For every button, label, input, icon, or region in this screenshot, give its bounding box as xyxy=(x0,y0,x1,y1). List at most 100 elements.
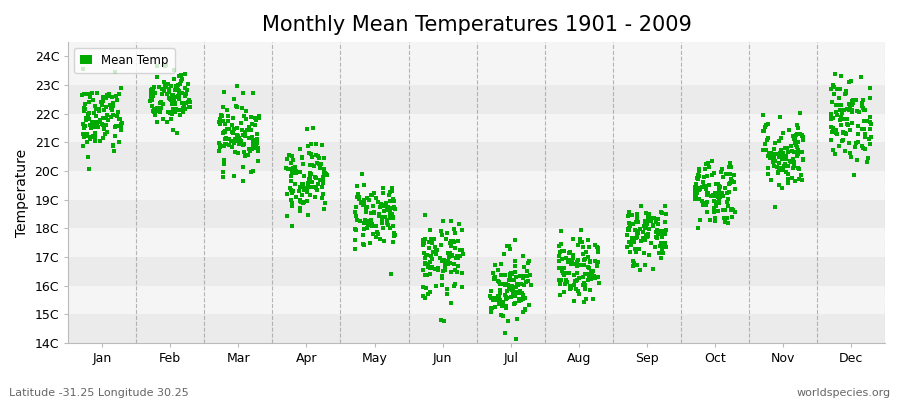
Point xyxy=(488,262,502,268)
Point xyxy=(168,107,183,113)
Point xyxy=(112,90,126,97)
Point xyxy=(215,130,230,136)
Point xyxy=(180,86,194,93)
Point xyxy=(104,102,119,108)
Point xyxy=(626,220,640,227)
Point xyxy=(825,82,840,88)
Point xyxy=(642,226,656,232)
Point xyxy=(227,140,241,146)
Point xyxy=(577,262,591,268)
Point xyxy=(214,113,229,119)
Point xyxy=(76,121,90,128)
Point xyxy=(158,83,173,90)
Point xyxy=(283,184,297,191)
Point xyxy=(707,170,722,176)
Point xyxy=(249,136,264,142)
Point xyxy=(93,108,107,114)
Point xyxy=(146,108,160,114)
Point xyxy=(231,140,246,147)
Point xyxy=(578,284,592,291)
Point xyxy=(559,277,573,283)
Point xyxy=(578,271,592,277)
Point xyxy=(165,95,179,102)
Point xyxy=(522,258,536,264)
Point xyxy=(302,150,317,156)
Point xyxy=(439,286,454,292)
Point xyxy=(216,104,230,110)
Point xyxy=(649,234,663,240)
Point xyxy=(153,109,167,116)
Point xyxy=(488,304,502,310)
Point xyxy=(708,199,723,206)
Point xyxy=(776,130,790,136)
Point xyxy=(301,184,315,190)
Point xyxy=(230,138,244,144)
Point xyxy=(577,299,591,306)
Point xyxy=(315,195,329,201)
Point xyxy=(692,186,706,193)
Bar xyxy=(68,56,885,85)
Point xyxy=(588,275,602,282)
Point xyxy=(585,271,599,277)
Point xyxy=(655,234,670,240)
Point xyxy=(576,251,590,257)
Point xyxy=(169,106,184,112)
Point xyxy=(580,249,594,256)
Point xyxy=(502,243,517,250)
Point xyxy=(855,126,869,132)
Point xyxy=(447,280,462,287)
Point xyxy=(104,107,119,113)
Point xyxy=(724,214,739,220)
Point xyxy=(776,149,790,156)
Point xyxy=(373,204,387,210)
Point xyxy=(99,128,113,135)
Point xyxy=(227,96,241,102)
Point xyxy=(164,115,178,122)
Point xyxy=(554,248,569,255)
Point xyxy=(166,98,181,105)
Point xyxy=(711,190,725,197)
Point xyxy=(500,282,515,288)
Point xyxy=(850,156,864,163)
Point xyxy=(233,119,248,126)
Point xyxy=(826,125,841,132)
Point xyxy=(159,119,174,126)
Point xyxy=(94,121,109,127)
Point xyxy=(449,269,464,275)
Point xyxy=(794,172,808,178)
Point xyxy=(706,192,720,199)
Point xyxy=(727,171,742,178)
Point xyxy=(641,214,655,220)
Point xyxy=(508,263,522,270)
Point xyxy=(226,173,240,179)
Point xyxy=(585,268,599,274)
Point xyxy=(621,225,635,232)
Point xyxy=(698,202,713,208)
Point xyxy=(863,119,878,126)
Point xyxy=(860,154,875,161)
Point xyxy=(567,282,581,288)
Point xyxy=(164,109,178,116)
Point xyxy=(424,265,438,271)
Point xyxy=(447,267,462,273)
Point xyxy=(320,171,334,178)
Point xyxy=(86,133,100,139)
Point xyxy=(503,271,517,278)
Point xyxy=(654,255,669,261)
Point xyxy=(101,117,115,123)
Point xyxy=(582,258,597,264)
Point xyxy=(723,181,737,187)
Point xyxy=(293,198,308,204)
Point xyxy=(76,142,90,149)
Point xyxy=(722,164,736,170)
Point xyxy=(499,296,513,302)
Point xyxy=(212,119,226,125)
Point xyxy=(698,165,712,172)
Point xyxy=(240,152,255,158)
Point xyxy=(94,117,108,123)
Point xyxy=(862,114,877,120)
Point xyxy=(515,289,529,296)
Point xyxy=(490,297,504,304)
Point xyxy=(516,275,530,281)
Point xyxy=(314,184,328,190)
